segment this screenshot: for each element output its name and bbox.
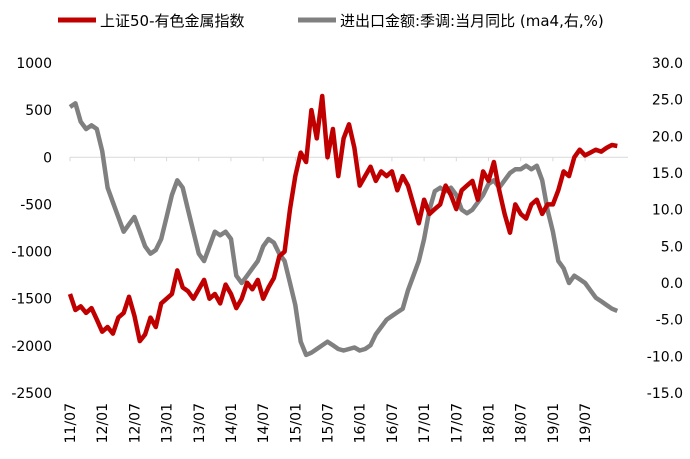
right-axis-tick-label: 5.0 bbox=[661, 239, 683, 255]
x-axis-tick-label: 14/01 bbox=[224, 403, 240, 443]
left-axis-tick-label: -500 bbox=[20, 197, 52, 213]
x-axis-tick-label: 11/07 bbox=[63, 403, 79, 443]
x-axis-tick-label: 16/07 bbox=[385, 403, 401, 443]
right-axis-tick-label: 30.0 bbox=[652, 56, 683, 72]
right-axis-tick-label: 10.0 bbox=[652, 203, 683, 219]
x-axis-tick-label: 16/01 bbox=[353, 403, 369, 443]
x-axis-tick-label: 14/07 bbox=[256, 403, 272, 443]
x-axis-tick-label: 15/01 bbox=[288, 403, 304, 443]
left-axis-tick-label: -1500 bbox=[11, 292, 52, 308]
x-axis-tick-label: 17/01 bbox=[417, 403, 433, 443]
x-axis-tick-label: 17/07 bbox=[449, 403, 465, 443]
legend-label-trade-yoy: 进出口金额:季调:当月同比 (ma4,右,%) bbox=[340, 12, 604, 30]
x-axis-tick-label: 19/01 bbox=[546, 403, 562, 443]
right-axis-tick-label: 0.0 bbox=[661, 276, 683, 292]
x-axis-tick-label: 12/07 bbox=[127, 403, 143, 443]
left-axis-tick-label: -2000 bbox=[11, 339, 52, 355]
right-axis-tick-label: -15.0 bbox=[647, 386, 683, 402]
series-line-nonferrous-index bbox=[67, 93, 618, 344]
left-axis-tick-label: 1000 bbox=[16, 56, 52, 72]
left-axis-ticks: 1000 500 0 -500 -1000 -1500 -2000 -2500 bbox=[11, 56, 52, 402]
right-axis-tick-label: 20.0 bbox=[652, 129, 683, 145]
right-axis-tick-label: 25.0 bbox=[652, 93, 683, 109]
right-axis-ticks: 30.0 25.0 20.0 15.0 10.0 5.0 0.0 -5.0 -10.0 -15.0 bbox=[647, 56, 683, 402]
x-axis-tick-label: 13/07 bbox=[192, 403, 208, 443]
x-axis-ticks: 11/07 12/01 12/07 13/01 13/07 14/01 14/07 15/01… bbox=[63, 157, 594, 443]
legend: 上证50-有色金属指数 进出口金额:季调:当月同比 (ma4,右,%) bbox=[58, 12, 604, 30]
left-axis-tick-label: 0 bbox=[43, 150, 52, 166]
x-axis-tick-label: 18/07 bbox=[514, 403, 530, 443]
left-axis-tick-label: -2500 bbox=[11, 386, 52, 402]
left-axis-tick-label: 500 bbox=[25, 103, 52, 119]
x-axis-tick-label: 15/07 bbox=[321, 403, 337, 443]
right-axis-tick-label: -10.0 bbox=[647, 349, 683, 365]
right-axis-tick-label: 15.0 bbox=[652, 166, 683, 182]
right-axis-tick-label: -5.0 bbox=[656, 313, 683, 329]
x-axis-tick-label: 12/01 bbox=[95, 403, 111, 443]
x-axis-tick-label: 18/01 bbox=[482, 403, 498, 443]
series-line-trade-yoy bbox=[68, 101, 619, 358]
x-axis-tick-label: 19/07 bbox=[578, 403, 594, 443]
x-axis-tick-label: 13/01 bbox=[160, 403, 176, 443]
left-axis-tick-label: -1000 bbox=[11, 245, 52, 261]
legend-label-nonferrous-index: 上证50-有色金属指数 bbox=[100, 12, 245, 30]
